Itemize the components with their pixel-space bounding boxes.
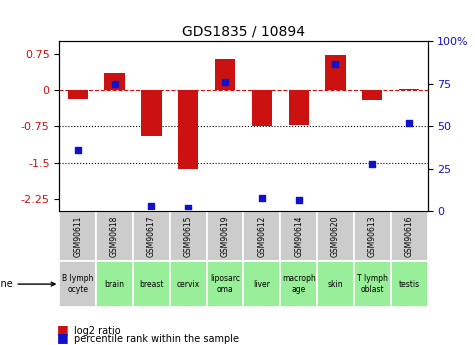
FancyBboxPatch shape	[59, 261, 96, 307]
FancyBboxPatch shape	[96, 211, 133, 261]
FancyBboxPatch shape	[243, 261, 280, 307]
Text: GSM90620: GSM90620	[331, 216, 340, 257]
FancyBboxPatch shape	[133, 211, 170, 261]
FancyBboxPatch shape	[133, 261, 170, 307]
FancyBboxPatch shape	[390, 211, 428, 261]
Text: brain: brain	[104, 279, 124, 289]
Point	[184, 205, 192, 211]
Text: skin: skin	[328, 279, 343, 289]
Point	[332, 61, 339, 66]
FancyBboxPatch shape	[280, 211, 317, 261]
FancyBboxPatch shape	[280, 261, 317, 307]
Bar	[215, 59, 235, 90]
Text: liver: liver	[253, 279, 270, 289]
Point	[148, 204, 155, 209]
Text: GSM90616: GSM90616	[405, 216, 414, 257]
Text: ■: ■	[57, 323, 69, 336]
Text: macroph
age: macroph age	[282, 274, 315, 294]
FancyBboxPatch shape	[96, 261, 133, 307]
FancyBboxPatch shape	[207, 261, 243, 307]
Point	[258, 195, 266, 200]
FancyBboxPatch shape	[170, 261, 207, 307]
FancyBboxPatch shape	[170, 211, 207, 261]
Bar	[362, 90, 382, 100]
Text: T lymph
oblast: T lymph oblast	[357, 274, 388, 294]
Bar	[141, 90, 162, 136]
Title: GDS1835 / 10894: GDS1835 / 10894	[182, 25, 305, 39]
FancyBboxPatch shape	[59, 211, 96, 261]
Bar	[178, 90, 199, 169]
Text: GSM90611: GSM90611	[73, 216, 82, 257]
Text: GSM90613: GSM90613	[368, 216, 377, 257]
FancyBboxPatch shape	[207, 211, 243, 261]
Text: cell line: cell line	[0, 279, 55, 289]
Bar	[67, 90, 88, 99]
Text: cervix: cervix	[177, 279, 200, 289]
Text: GSM90614: GSM90614	[294, 216, 303, 257]
FancyBboxPatch shape	[317, 261, 354, 307]
Text: B lymph
ocyte: B lymph ocyte	[62, 274, 94, 294]
Text: ■: ■	[57, 331, 69, 344]
FancyBboxPatch shape	[243, 211, 280, 261]
Text: GSM90619: GSM90619	[220, 216, 229, 257]
Point	[74, 147, 82, 153]
Point	[295, 197, 303, 202]
Text: GSM90617: GSM90617	[147, 216, 156, 257]
Text: GSM90615: GSM90615	[184, 216, 193, 257]
FancyBboxPatch shape	[390, 261, 428, 307]
Text: breast: breast	[139, 279, 164, 289]
Bar	[288, 90, 309, 125]
Bar	[252, 90, 272, 126]
Text: liposarc
oma: liposarc oma	[210, 274, 240, 294]
Text: GSM90612: GSM90612	[257, 216, 266, 257]
Text: testis: testis	[399, 279, 419, 289]
FancyBboxPatch shape	[354, 211, 390, 261]
Point	[221, 79, 229, 85]
Bar	[325, 55, 346, 90]
Bar	[104, 73, 125, 90]
Text: percentile rank within the sample: percentile rank within the sample	[74, 334, 238, 344]
Bar	[399, 89, 419, 90]
Text: log2 ratio: log2 ratio	[74, 326, 120, 336]
Point	[369, 161, 376, 167]
Text: GSM90618: GSM90618	[110, 216, 119, 257]
Point	[405, 120, 413, 126]
FancyBboxPatch shape	[354, 261, 390, 307]
Point	[111, 81, 118, 87]
FancyBboxPatch shape	[317, 211, 354, 261]
